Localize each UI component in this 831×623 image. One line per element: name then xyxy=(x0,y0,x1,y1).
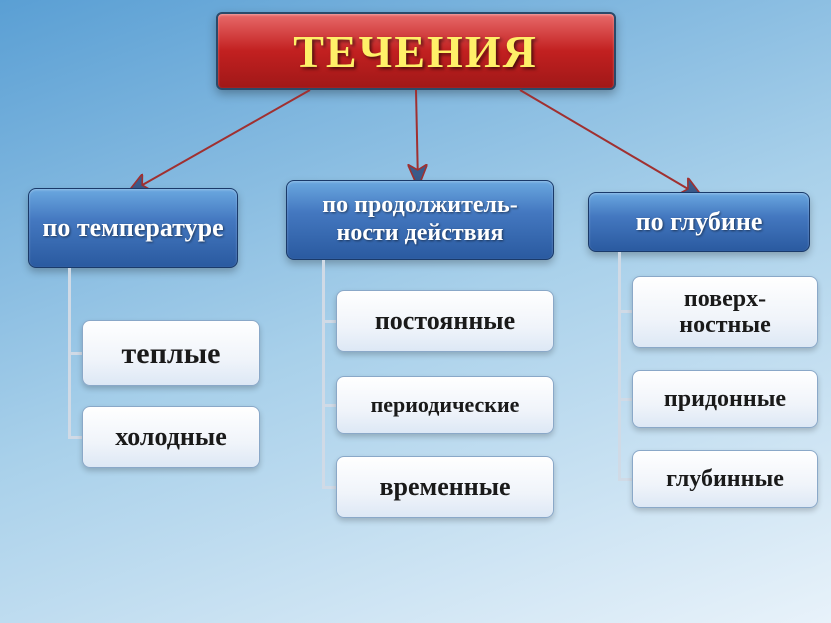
title-box: ТЕЧЕНИЯ xyxy=(216,12,616,90)
category-depth: по глубине xyxy=(588,192,810,252)
title-text: ТЕЧЕНИЯ xyxy=(293,25,538,78)
item-label: временные xyxy=(379,473,510,502)
item-label: глубинные xyxy=(666,466,784,492)
item-label: теплые xyxy=(122,337,221,370)
connector-hline xyxy=(322,320,336,323)
item-label: холодные xyxy=(115,423,226,452)
item-duration-1: периодические xyxy=(336,376,554,434)
connector-hline xyxy=(322,486,336,489)
connector-hline xyxy=(618,398,632,401)
item-duration-0: постоянные xyxy=(336,290,554,352)
connector-trunk xyxy=(322,260,325,486)
category-label: по глубине xyxy=(636,207,763,237)
category-duration: по продолжитель- ности действия xyxy=(286,180,554,260)
item-depth-1: придонные xyxy=(632,370,818,428)
connector-trunk xyxy=(618,252,621,478)
connector-hline xyxy=(68,352,82,355)
item-temperature-1: холодные xyxy=(82,406,260,468)
connector-hline xyxy=(322,404,336,407)
connector-hline xyxy=(618,478,632,481)
item-depth-0: поверх- ностные xyxy=(632,276,818,348)
category-label: по продолжитель- ности действия xyxy=(322,192,517,247)
item-label: постоянные xyxy=(375,307,515,336)
category-label: по температуре xyxy=(42,213,223,243)
item-depth-2: глубинные xyxy=(632,450,818,508)
item-label: периодические xyxy=(371,393,520,417)
item-label: поверх- ностные xyxy=(679,286,771,339)
connector-hline xyxy=(68,436,82,439)
connector-hline xyxy=(618,310,632,313)
category-temperature: по температуре xyxy=(28,188,238,268)
item-label: придонные xyxy=(664,386,786,412)
item-duration-2: временные xyxy=(336,456,554,518)
item-temperature-0: теплые xyxy=(82,320,260,386)
